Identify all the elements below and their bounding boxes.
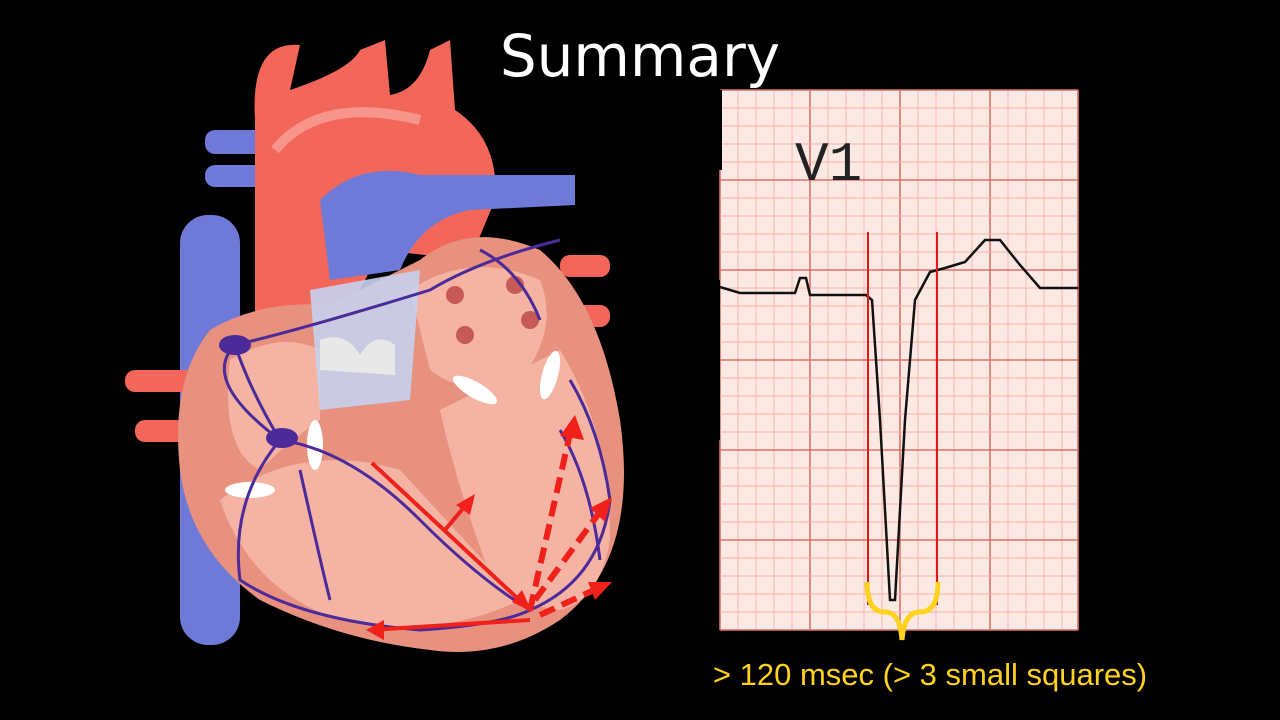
chordae <box>539 350 561 400</box>
vein-opening <box>446 286 464 304</box>
aorta-highlight <box>271 107 422 154</box>
left-atrium <box>410 267 547 388</box>
vein-opening <box>456 326 474 344</box>
chordae <box>452 375 498 405</box>
strip-edge <box>700 90 722 170</box>
arrow-heads <box>366 415 612 640</box>
vein-opening <box>521 311 539 329</box>
slide-title: Summary <box>500 22 780 90</box>
left-ventricle <box>440 350 610 610</box>
valve <box>310 270 420 410</box>
caption: > 120 msec (> 3 small squares) <box>713 657 1147 692</box>
valve-leaflet <box>320 337 395 375</box>
right-ventricle <box>220 460 520 627</box>
vein-opening <box>506 276 524 294</box>
ecg-trace <box>719 238 1078 602</box>
ecg-strip: V1 <box>700 89 1079 641</box>
vessel <box>560 255 610 277</box>
sa-node <box>219 335 251 355</box>
pulmonary-artery <box>320 170 575 280</box>
duration-bracket <box>864 581 941 641</box>
right-atrium <box>228 342 320 470</box>
chordae <box>307 420 323 470</box>
strip-edge <box>700 280 720 440</box>
ecg-grid <box>719 89 1079 631</box>
av-node <box>266 428 298 448</box>
heart-diagram <box>125 40 624 652</box>
lead-label: V1 <box>795 133 862 197</box>
